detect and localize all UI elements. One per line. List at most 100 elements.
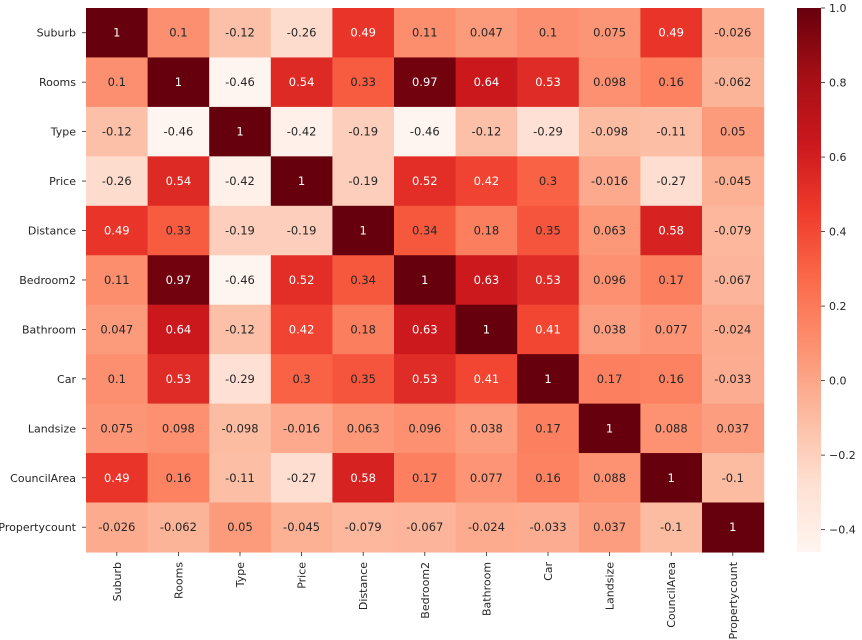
cell-value-label: -0.11 bbox=[225, 471, 255, 485]
heatmap-cells bbox=[86, 8, 765, 553]
cell-value-label: -0.19 bbox=[225, 224, 255, 238]
cell-value-label: 0.16 bbox=[658, 372, 684, 386]
cell-value-label: 1 bbox=[236, 125, 243, 139]
heatmap-cell bbox=[147, 57, 210, 108]
cell-value-label: -0.11 bbox=[656, 125, 686, 139]
heatmap-cell bbox=[270, 8, 333, 59]
cell-value-label: 0.088 bbox=[593, 471, 626, 485]
cell-value-label: -0.1 bbox=[660, 520, 682, 534]
heatmap-cell bbox=[578, 156, 641, 207]
heatmap-cell bbox=[517, 156, 580, 207]
cell-value-label: 0.17 bbox=[597, 372, 623, 386]
cell-value-label: 0.97 bbox=[412, 75, 438, 89]
heatmap-cell bbox=[270, 304, 333, 355]
heatmap-cell bbox=[147, 304, 210, 355]
cell-value-label: -0.19 bbox=[348, 125, 378, 139]
cell-value-label: -0.46 bbox=[225, 273, 255, 287]
cell-value-label: 1 bbox=[729, 520, 736, 534]
heatmap-cell bbox=[702, 156, 765, 207]
cell-value-label: 0.54 bbox=[166, 174, 192, 188]
cell-value-label: 0.063 bbox=[347, 421, 380, 435]
heatmap-cell bbox=[147, 453, 210, 504]
cell-value-label: 1 bbox=[360, 224, 367, 238]
cell-value-label: 0.58 bbox=[658, 224, 684, 238]
heatmap-cell bbox=[517, 354, 580, 405]
cell-value-label: 0.18 bbox=[474, 224, 500, 238]
heatmap-cell bbox=[640, 453, 703, 504]
y-tick-label: Bedroom2 bbox=[19, 274, 76, 287]
cell-value-label: 0.038 bbox=[470, 421, 503, 435]
cell-value-label: -0.27 bbox=[287, 471, 317, 485]
heatmap-cell bbox=[455, 8, 518, 59]
heatmap-cell bbox=[86, 502, 149, 553]
cell-value-label: 0.1 bbox=[108, 372, 126, 386]
heatmap-cell bbox=[209, 453, 272, 504]
heatmap-cell bbox=[517, 106, 580, 157]
cell-value-label: 0.096 bbox=[408, 421, 441, 435]
cell-value-label: 0.047 bbox=[100, 322, 133, 336]
cell-value-label: -0.098 bbox=[591, 125, 628, 139]
heatmap-cell bbox=[640, 354, 703, 405]
cell-value-label: -0.46 bbox=[410, 125, 440, 139]
colorbar-tick-label: −0.2 bbox=[829, 449, 856, 462]
cell-value-label: 0.17 bbox=[535, 421, 561, 435]
heatmap-cell bbox=[517, 57, 580, 108]
cell-value-label: -0.026 bbox=[98, 520, 135, 534]
cell-value-label: 0.16 bbox=[166, 471, 192, 485]
heatmap-cell bbox=[147, 106, 210, 157]
cell-value-label: 1 bbox=[483, 322, 490, 336]
heatmap-cell bbox=[455, 403, 518, 454]
heatmap-cell bbox=[270, 502, 333, 553]
cell-value-label: 0.17 bbox=[412, 471, 438, 485]
cell-value-label: -0.12 bbox=[225, 26, 255, 40]
heatmap-cell bbox=[394, 354, 457, 405]
heatmap-cell bbox=[147, 255, 210, 306]
cell-value-label: 0.53 bbox=[535, 273, 561, 287]
cell-value-label: 0.047 bbox=[470, 26, 503, 40]
colorbar bbox=[797, 8, 821, 552]
heatmap-cell bbox=[517, 255, 580, 306]
heatmap-cell bbox=[332, 403, 395, 454]
heatmap-cell bbox=[578, 502, 641, 553]
heatmap-cell bbox=[640, 255, 703, 306]
y-tick-label: Car bbox=[57, 373, 76, 386]
heatmap-cell bbox=[86, 57, 149, 108]
cell-value-label: -0.045 bbox=[283, 520, 320, 534]
cell-value-label: -0.067 bbox=[406, 520, 443, 534]
heatmap-cell bbox=[517, 502, 580, 553]
cell-value-label: 1 bbox=[113, 26, 120, 40]
heatmap-cell bbox=[640, 502, 703, 553]
cell-value-label: 0.53 bbox=[412, 372, 438, 386]
colorbar-tick-label: 0.4 bbox=[829, 226, 847, 239]
heatmap-cell bbox=[578, 403, 641, 454]
cell-value-label: 1 bbox=[175, 75, 182, 89]
x-tick-label: Landsize bbox=[604, 562, 617, 610]
cell-value-label: 0.49 bbox=[350, 26, 376, 40]
heatmap-cell bbox=[455, 57, 518, 108]
y-tick-labels: Suburb Rooms Type Price Distance Bedroom2 Bath… bbox=[0, 27, 86, 534]
cell-value-label: -0.26 bbox=[102, 174, 132, 188]
cell-value-label: -0.016 bbox=[591, 174, 628, 188]
cell-value-label: 0.037 bbox=[593, 520, 626, 534]
heatmap-cell bbox=[270, 57, 333, 108]
heatmap-cell bbox=[702, 354, 765, 405]
cell-value-label: -0.26 bbox=[287, 26, 317, 40]
heatmap-cell bbox=[578, 8, 641, 59]
heatmap-cell bbox=[332, 57, 395, 108]
cell-value-label: -0.12 bbox=[225, 322, 255, 336]
cell-value-label: 1 bbox=[544, 372, 551, 386]
cell-value-label: -0.29 bbox=[533, 125, 563, 139]
heatmap-cell bbox=[394, 205, 457, 256]
x-tick-label: CouncilArea bbox=[665, 562, 678, 628]
cell-value-label: 0.18 bbox=[350, 322, 376, 336]
heatmap-cell bbox=[702, 403, 765, 454]
cell-value-label: -0.42 bbox=[287, 125, 317, 139]
x-tick-label: Type bbox=[234, 562, 247, 588]
heatmap-cell bbox=[394, 255, 457, 306]
colorbar-tick-label: 0.2 bbox=[829, 300, 847, 313]
cell-value-label: 0.42 bbox=[289, 322, 315, 336]
heatmap-cell bbox=[702, 453, 765, 504]
cell-value-label: 0.35 bbox=[350, 372, 376, 386]
heatmap-cell bbox=[86, 354, 149, 405]
